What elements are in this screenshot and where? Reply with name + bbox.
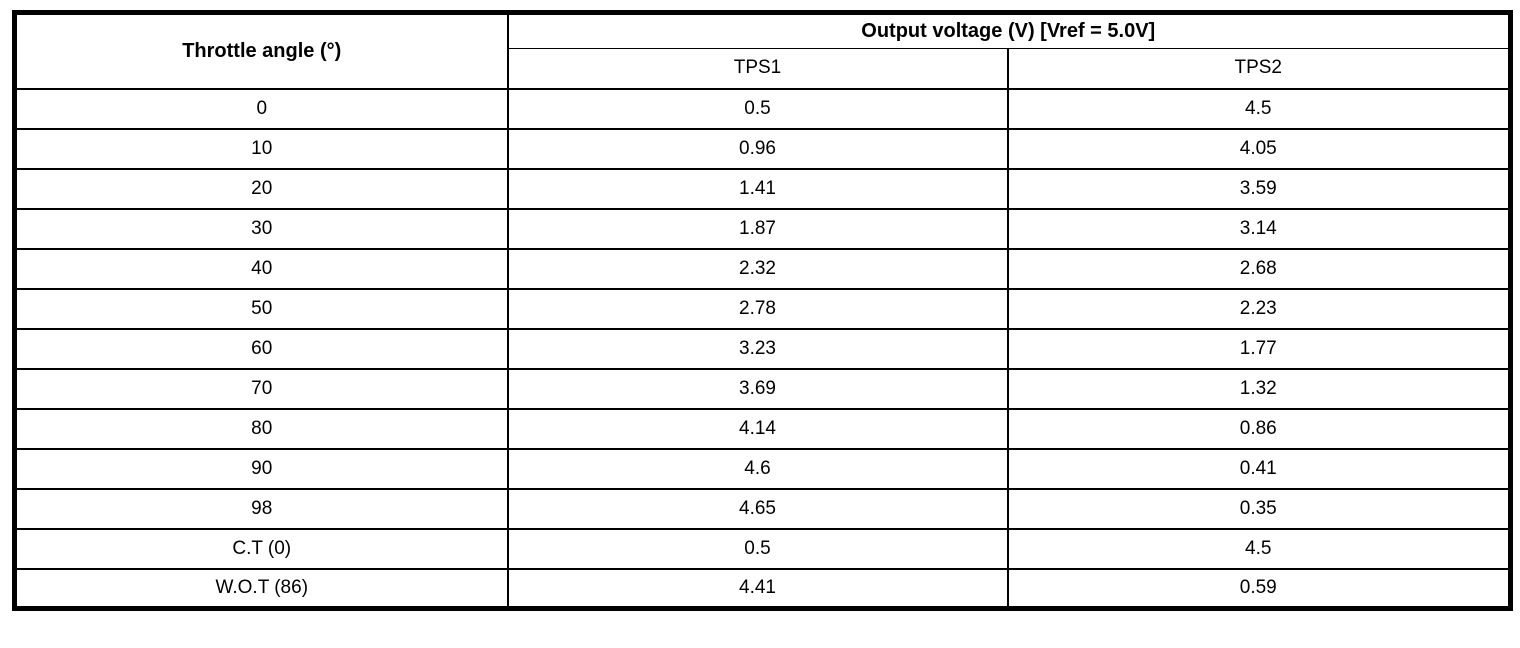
tps2-cell: 1.77 bbox=[1006, 327, 1512, 370]
tps1-cell: 3.23 bbox=[506, 327, 1009, 370]
tps2-cell: 0.35 bbox=[1006, 487, 1512, 530]
tps2-cell: 4.5 bbox=[1006, 527, 1512, 570]
tps2-cell: 0.59 bbox=[1006, 567, 1512, 610]
tps2-cell: 4.5 bbox=[1006, 87, 1512, 130]
angle-cell: 30 bbox=[13, 207, 509, 250]
angle-cell: 70 bbox=[13, 367, 509, 410]
angle-cell: 80 bbox=[13, 407, 509, 450]
output-voltage-header: Output voltage (V) [Vref = 5.0V] bbox=[506, 11, 1512, 49]
tps-voltage-table: Throttle angle (°) Output voltage (V) [V… bbox=[12, 10, 1513, 611]
angle-cell: 60 bbox=[13, 327, 509, 370]
table-row: 30 1.87 3.14 bbox=[13, 207, 1512, 250]
table-body: 0 0.5 4.5 10 0.96 4.05 20 1.41 3.59 30 1… bbox=[13, 87, 1512, 610]
angle-cell: C.T (0) bbox=[13, 527, 509, 570]
tps1-cell: 2.78 bbox=[506, 287, 1009, 330]
tps1-cell: 1.41 bbox=[506, 167, 1009, 210]
table-row: 98 4.65 0.35 bbox=[13, 487, 1512, 530]
tps1-cell: 0.5 bbox=[506, 527, 1009, 570]
tps2-cell: 0.86 bbox=[1006, 407, 1512, 450]
table-row: 70 3.69 1.32 bbox=[13, 367, 1512, 410]
tps1-cell: 3.69 bbox=[506, 367, 1009, 410]
angle-cell: W.O.T (86) bbox=[13, 567, 509, 610]
angle-cell: 50 bbox=[13, 287, 509, 330]
table-row: 10 0.96 4.05 bbox=[13, 127, 1512, 170]
angle-cell: 90 bbox=[13, 447, 509, 490]
table-row: 90 4.6 0.41 bbox=[13, 447, 1512, 490]
table-row: C.T (0) 0.5 4.5 bbox=[13, 527, 1512, 570]
tps2-column-header: TPS2 bbox=[1006, 48, 1512, 90]
angle-cell: 98 bbox=[13, 487, 509, 530]
tps1-cell: 4.6 bbox=[506, 447, 1009, 490]
table-row: 20 1.41 3.59 bbox=[13, 167, 1512, 210]
tps1-cell: 2.32 bbox=[506, 247, 1009, 290]
tps1-cell: 0.5 bbox=[506, 87, 1009, 130]
page-body: Throttle angle (°) Output voltage (V) [V… bbox=[12, 10, 1513, 611]
tps2-cell: 3.14 bbox=[1006, 207, 1512, 250]
throttle-angle-header: Throttle angle (°) bbox=[13, 11, 509, 90]
tps2-cell: 4.05 bbox=[1006, 127, 1512, 170]
tps1-column-header: TPS1 bbox=[506, 48, 1009, 90]
header-row-top: Throttle angle (°) Output voltage (V) [V… bbox=[13, 11, 1512, 90]
tps2-cell: 2.23 bbox=[1006, 287, 1512, 330]
table-row: 80 4.14 0.86 bbox=[13, 407, 1512, 450]
table-row: 60 3.23 1.77 bbox=[13, 327, 1512, 370]
table-row: W.O.T (86) 4.41 0.59 bbox=[13, 567, 1512, 610]
table-row: 0 0.5 4.5 bbox=[13, 87, 1512, 130]
angle-cell: 20 bbox=[13, 167, 509, 210]
angle-cell: 0 bbox=[13, 87, 509, 130]
tps1-cell: 0.96 bbox=[506, 127, 1009, 170]
tps1-cell: 1.87 bbox=[506, 207, 1009, 250]
table-row: 50 2.78 2.23 bbox=[13, 287, 1512, 330]
tps2-cell: 3.59 bbox=[1006, 167, 1512, 210]
tps2-cell: 0.41 bbox=[1006, 447, 1512, 490]
table-row: 40 2.32 2.68 bbox=[13, 247, 1512, 290]
tps1-cell: 4.41 bbox=[506, 567, 1009, 610]
tps1-cell: 4.14 bbox=[506, 407, 1009, 450]
table-header: Throttle angle (°) Output voltage (V) [V… bbox=[13, 11, 1512, 90]
tps2-cell: 2.68 bbox=[1006, 247, 1512, 290]
angle-cell: 10 bbox=[13, 127, 509, 170]
header-row-sub: TPS1 TPS2 bbox=[15, 48, 1512, 90]
angle-cell: 40 bbox=[13, 247, 509, 290]
tps1-cell: 4.65 bbox=[506, 487, 1009, 530]
tps2-cell: 1.32 bbox=[1006, 367, 1512, 410]
